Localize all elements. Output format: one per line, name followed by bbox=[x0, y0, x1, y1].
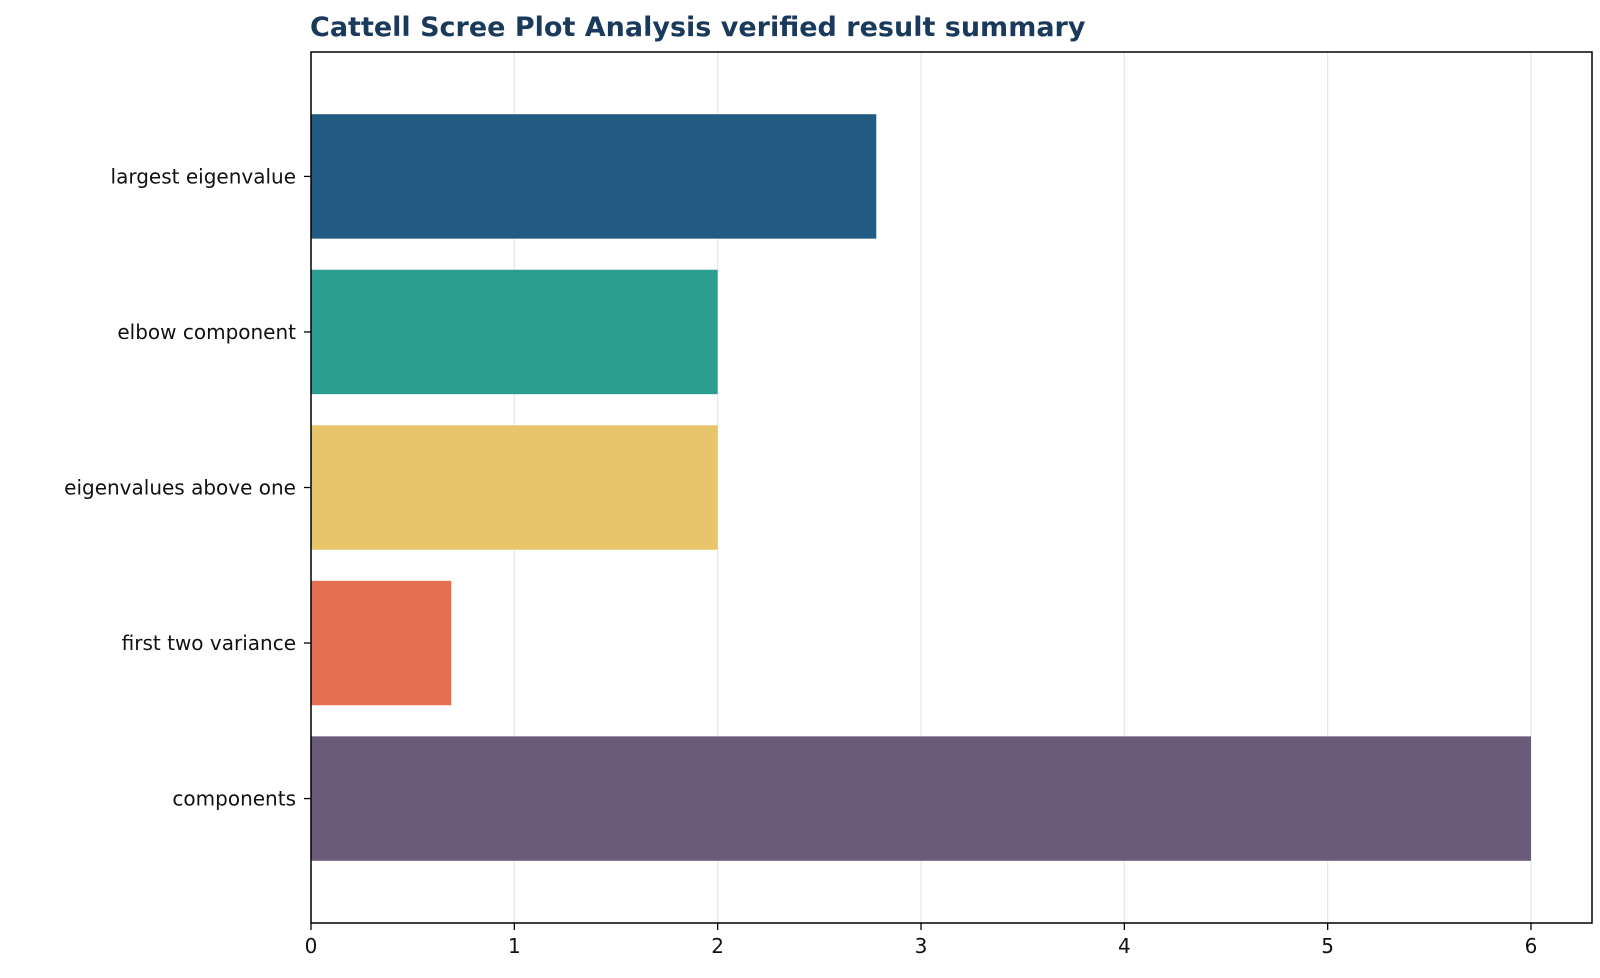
axis-layer: largest eigenvalue elbow component eigenva… bbox=[64, 51, 1593, 958]
bar-2 bbox=[311, 425, 718, 550]
bar-4 bbox=[311, 736, 1531, 861]
x-tick-label-3: 3 bbox=[915, 934, 928, 958]
y-tick-label-0: largest eigenvalue bbox=[111, 164, 296, 188]
x-tick-label-6: 6 bbox=[1525, 934, 1538, 958]
bar-1 bbox=[311, 269, 718, 395]
y-tick-label-4: components bbox=[172, 787, 296, 811]
chart-title: Cattell Scree Plot Analysis verified res… bbox=[310, 12, 1086, 43]
x-tick-label-1: 1 bbox=[508, 934, 521, 958]
x-tick-label-0: 0 bbox=[305, 934, 318, 958]
bar-0 bbox=[311, 114, 877, 239]
plot-frame bbox=[310, 51, 1593, 924]
x-tick-label-5: 5 bbox=[1321, 934, 1334, 958]
x-tick-label-2: 2 bbox=[711, 934, 724, 958]
bar-layer bbox=[311, 114, 1531, 861]
x-tick-label-4: 4 bbox=[1118, 934, 1131, 958]
y-tick-label-2: eigenvalues above one bbox=[64, 476, 296, 500]
y-tick-label-1: elbow component bbox=[117, 320, 296, 344]
bar-3 bbox=[311, 580, 452, 706]
y-tick-label-3: first two variance bbox=[122, 631, 296, 655]
